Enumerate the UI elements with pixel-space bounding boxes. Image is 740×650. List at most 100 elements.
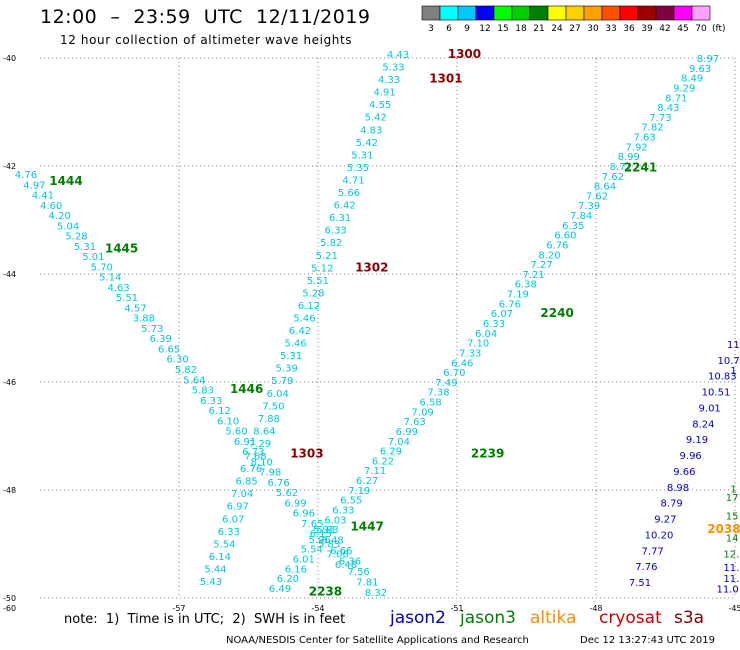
altimeter-tracks: 4.435.334.334.914.555.424.835.425.315.35… [15,50,740,599]
wave-height-value: 7.11 [364,466,386,477]
wave-height-value: 5.51 [307,276,329,287]
wave-height-value: 6.33 [483,319,505,330]
wave-height-value: 5.70 [91,262,113,273]
wave-height-value: 5.42 [365,113,387,124]
lon-tick-label: -48 [589,604,602,613]
lat-tick-label: -42 [3,162,16,171]
color-scale-legend: 3 6 9 12 15 18 21 24 27 30 33 36 39 42 45 70 (ft) [421,5,726,34]
wave-height-value: 7.98 [259,468,281,479]
wave-height-value: 7.84 [570,211,592,222]
pass-time-label: 2239 [471,447,504,461]
scale-swatch-21 [529,5,549,21]
pass-time-label: 1303 [290,447,323,461]
wave-height-value: 6.07 [491,309,513,320]
lon-tick-label: -54 [311,604,324,613]
edge-wave-value: 12. [723,550,739,561]
pass-time-label: 1300 [448,47,481,61]
wave-height-value: 4.43 [387,50,409,61]
wave-height-value: 8.71 [610,162,632,173]
wave-height-value: 8.97 [697,54,719,65]
corner-tick-label: -60 [3,604,16,613]
wave-height-value: 7.63 [633,133,655,144]
wave-height-value: 7.39 [578,201,600,212]
edge-wave-value: 11. [723,563,739,574]
pass-time-label: 1301 [429,71,462,85]
wave-height-value: 5.31 [351,150,373,161]
wave-height-value: 4.33 [378,75,400,86]
wave-height-value: 6.33 [200,396,222,407]
wave-height-value: 6.30 [166,355,188,366]
wave-height-value: 11. [727,340,740,351]
wave-height-value: 8.64 [253,426,275,437]
wave-height-value: 6.73 [242,447,264,458]
pass-time-label: 1447 [350,520,383,534]
wave-height-value: 4.83 [360,125,382,136]
wave-height-value: 4.20 [49,211,71,222]
wave-height-value: 7.04 [388,437,410,448]
wave-height-value: 5.31 [280,351,302,362]
satellite-altika-label: altika [530,608,577,628]
edge-wave-value: 1 [730,485,736,496]
map-grid: -40 -42 -44 -46 -48 -50 -57 -54 -51 -48 -45 -60 [3,54,740,613]
wave-height-value: 8.32 [365,588,387,599]
wave-height-value: 5.54 [213,539,235,550]
pass-time-labels: 1300 1301 1302 1303 1444 1445 1446 1447 2238 2239… [49,47,740,598]
wave-height-value: 5.28 [302,288,324,299]
wave-height-value: 5.35 [347,163,369,174]
wave-height-value: 6.39 [150,334,172,345]
pass-time-label: 1444 [49,174,82,188]
pass-time-label: 1446 [230,382,263,396]
wave-height-value: 4.91 [374,88,396,99]
wave-height-value: 8.71 [665,93,687,104]
wave-height-value: 6.42 [333,201,355,212]
wave-height-value: 6.29 [380,447,402,458]
wave-height-value: 8.24 [692,419,714,430]
wave-height-value: 7.10 [467,339,489,350]
wave-height-value: 9.96 [680,451,702,462]
wave-height-value: 5.83 [316,525,338,536]
edge-wave-value: 1 [730,366,736,377]
wave-height-value: 5.21 [316,251,338,262]
wave-height-value: 8.20 [538,250,560,261]
lat-tick-label: -44 [3,270,16,279]
footer-credit: NOAA/NESDIS Center for Satellite Applica… [226,635,529,646]
wave-height-value: 7.38 [427,388,449,399]
wave-height-value: 7.65 [301,519,323,530]
wave-height-value: 8.43 [657,103,679,114]
scale-swatch-36 [619,5,639,21]
wave-height-value: 10.51 [702,388,731,399]
scale-swatch-6 [439,5,459,21]
wave-height-value: 5.62 [276,488,298,499]
wave-height-value: 6.97 [227,502,249,513]
wave-height-value: 6.76 [546,240,568,251]
scale-swatch-12 [475,5,495,21]
wave-height-value: 6.48 [335,560,357,571]
wave-height-value: 6.85 [235,477,257,488]
wave-height-value: 9.19 [686,435,708,446]
wave-height-value: 7.63 [404,417,426,428]
wave-height-value: 7.73 [649,113,671,124]
wave-height-value: 10.20 [645,530,674,541]
wave-height-value: 6.60 [554,231,576,242]
wave-height-value: 4.60 [40,201,62,212]
wave-height-value: 6.33 [218,527,240,538]
wave-height-value: 5.01 [82,252,104,263]
wave-height-value: 5.44 [204,564,226,575]
wave-height-value: 9.27 [654,515,676,526]
wave-height-value: 6.65 [158,344,180,355]
wave-height-value: 7.76 [635,562,657,573]
scale-swatch-70 [691,5,711,21]
satellite-jason3-label: jason3 [460,608,516,628]
wave-height-value: 7.29 [249,439,271,450]
wave-height-value: 6.27 [356,476,378,487]
edge-wave-value: 11. [723,574,739,585]
wave-height-value: 5.54 [301,545,323,556]
wave-height-value: 5.82 [320,238,342,249]
wave-height-value: 5.64 [183,375,205,386]
scale-tick-label: 42 [659,24,670,34]
wave-height-value: 6.10 [217,416,239,427]
wave-height-value: 4.76 [15,170,37,181]
scale-tick-label: 12 [479,24,490,34]
scale-tick-label: 6 [446,24,452,34]
